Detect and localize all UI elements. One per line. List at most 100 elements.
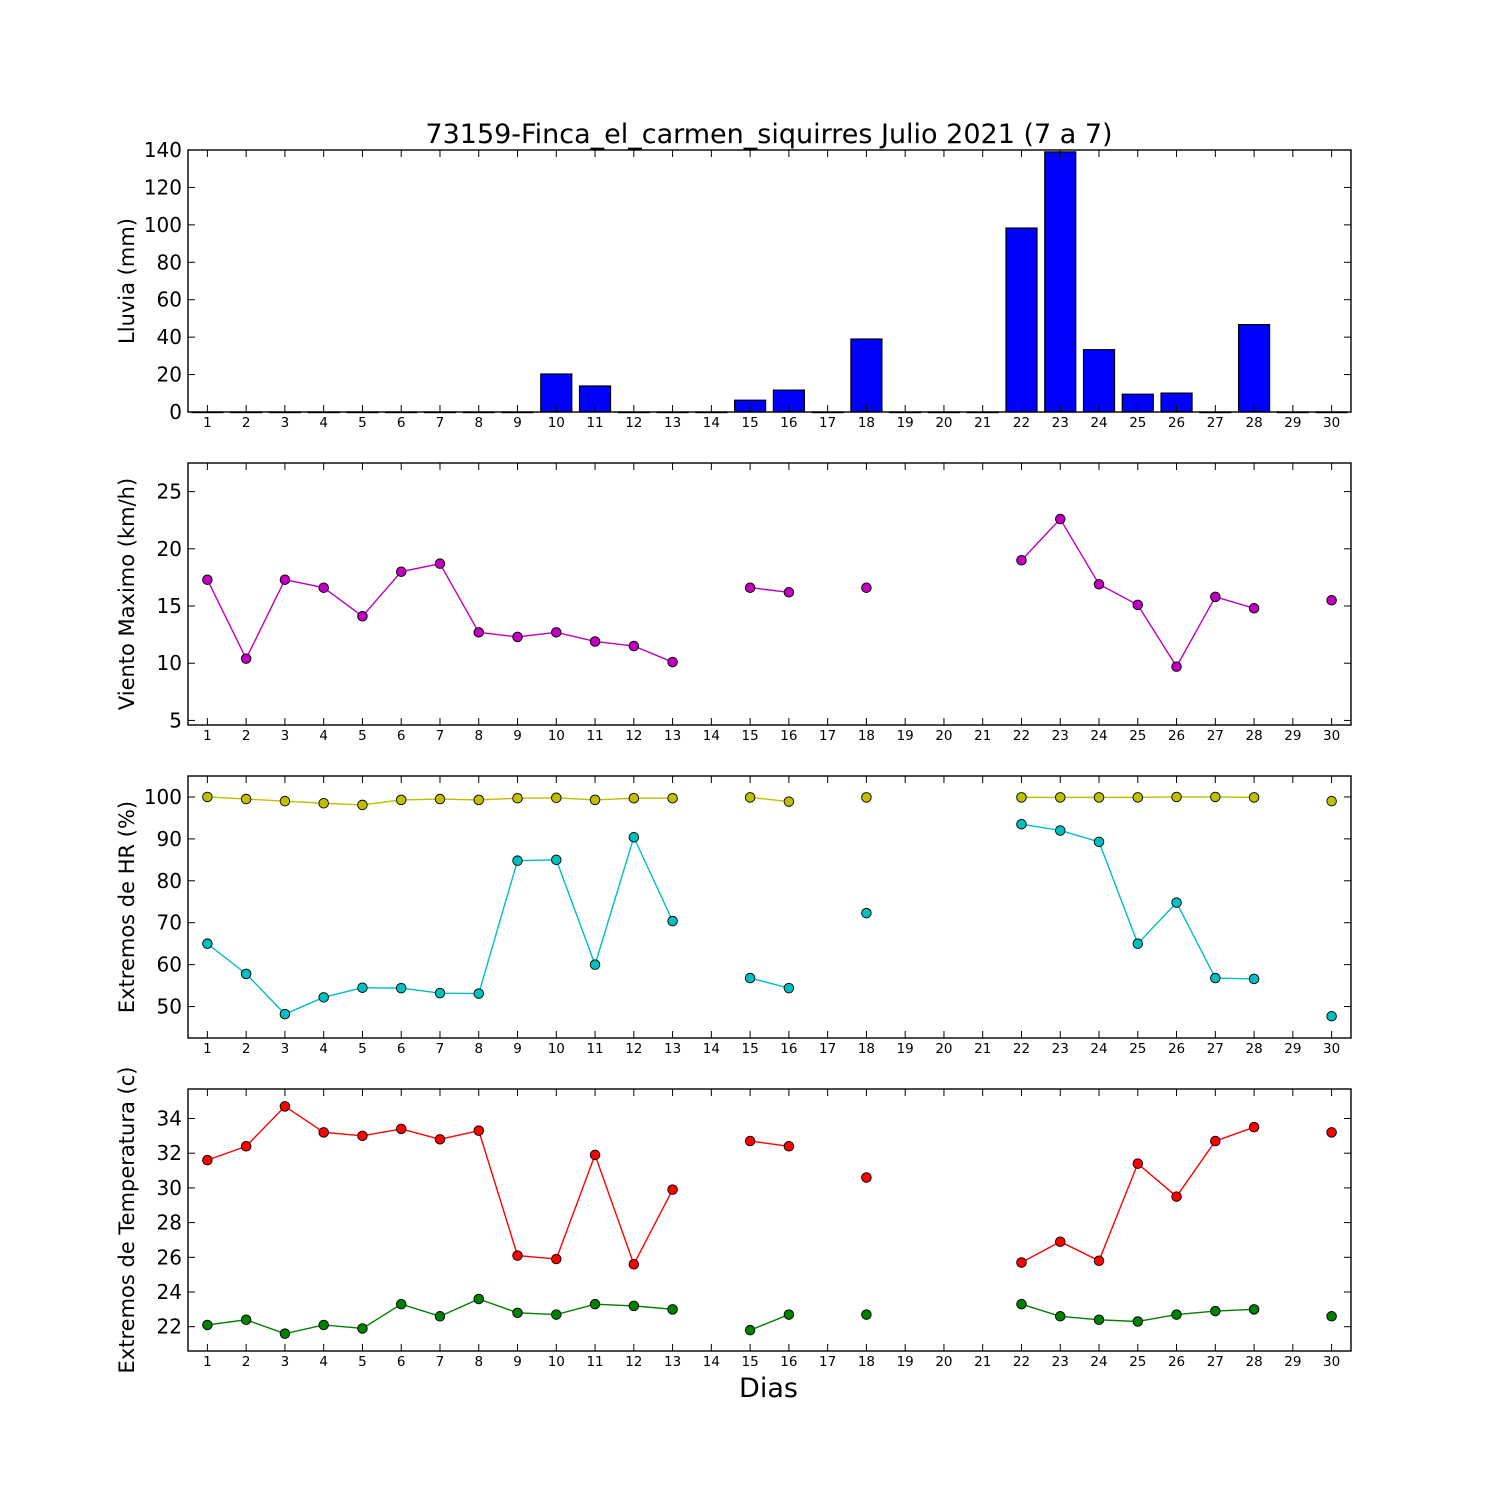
wind-ytick-label: 25 — [157, 480, 182, 504]
rain-xtick-label: 23 — [1052, 415, 1069, 431]
temperature-xtick-label: 5 — [358, 1354, 367, 1370]
temperature-xtick-label: 10 — [548, 1354, 565, 1370]
humidity-series-1-point-day-15 — [745, 793, 755, 803]
temperature-series-1-point-day-15 — [745, 1136, 755, 1146]
temperature-series-1-line-2 — [750, 1141, 789, 1146]
humidity-series-2-point-day-3 — [280, 1009, 290, 1019]
rain-xtick-label: 2 — [242, 415, 251, 431]
wind-series-1-point-day-7 — [435, 559, 445, 569]
temperature-xtick-label: 17 — [819, 1354, 836, 1370]
wind-ytick-label: 5 — [169, 708, 182, 732]
temperature-xtick-label: 3 — [281, 1354, 290, 1370]
humidity-series-1-point-day-3 — [280, 796, 290, 806]
wind-xtick-label: 12 — [625, 728, 642, 744]
rain-xtick-label: 16 — [780, 415, 797, 431]
temperature-series-1-point-day-26 — [1172, 1192, 1182, 1202]
wind-series-1-line-1 — [207, 564, 672, 662]
temperature-xtick-label: 15 — [742, 1354, 759, 1370]
humidity-xtick-label: 23 — [1052, 1041, 1069, 1057]
wind-xtick-label: 18 — [858, 728, 875, 744]
temperature-ytick-label: 32 — [157, 1141, 182, 1165]
humidity-series-1-point-day-28 — [1249, 793, 1259, 803]
wind-xtick-label: 3 — [281, 728, 290, 744]
rain-xtick-label: 12 — [625, 415, 642, 431]
temperature-series-2-point-day-28 — [1249, 1305, 1259, 1315]
wind-series-1-point-day-27 — [1211, 592, 1221, 602]
humidity-series-1-point-day-30 — [1327, 796, 1337, 806]
temperature-xtick-label: 22 — [1013, 1354, 1030, 1370]
humidity-series-2-point-day-27 — [1211, 973, 1221, 983]
temperature-xtick-label: 18 — [858, 1354, 875, 1370]
humidity-series-1-point-day-12 — [629, 793, 639, 803]
humidity-xtick-label: 1 — [203, 1041, 212, 1057]
humidity-series-2-point-day-5 — [358, 983, 368, 993]
temperature-series-1-point-day-13 — [668, 1185, 678, 1195]
temperature-series-2-point-day-12 — [629, 1301, 639, 1311]
wind-xtick-label: 4 — [319, 728, 328, 744]
temperature-series-2-line-2 — [750, 1315, 789, 1331]
wind-xtick-label: 19 — [897, 728, 914, 744]
rain-ytick-label: 100 — [144, 213, 182, 237]
humidity-series-2-line-4 — [1021, 824, 1254, 979]
temperature-xlabel: Dias — [739, 1373, 798, 1404]
rain-xtick-label: 22 — [1013, 415, 1030, 431]
rain-bar-day-18 — [851, 339, 882, 412]
wind-series-1-point-day-8 — [474, 628, 484, 638]
temperature-series-2-point-day-1 — [203, 1320, 213, 1330]
temperature-series-1-line-1 — [207, 1106, 672, 1264]
humidity-series-1-line-2 — [750, 797, 789, 801]
rain-xtick-label: 26 — [1168, 415, 1185, 431]
temperature-series-2-point-day-4 — [319, 1320, 329, 1330]
rain-bar-day-24 — [1084, 350, 1115, 412]
temperature-xtick-label: 1 — [203, 1354, 212, 1370]
temperature-series-1-point-day-28 — [1249, 1122, 1259, 1132]
humidity-xtick-label: 27 — [1207, 1041, 1224, 1057]
wind-series-1-point-day-5 — [358, 612, 368, 622]
temperature-xtick-label: 24 — [1090, 1354, 1107, 1370]
temperature-series-2-point-day-16 — [784, 1310, 794, 1320]
humidity-series-2-point-day-11 — [590, 960, 600, 970]
rain-xtick-label: 9 — [513, 415, 522, 431]
temperature-series-1-point-day-6 — [396, 1124, 406, 1134]
temperature-series-1-point-day-30 — [1327, 1128, 1337, 1138]
rain-xtick-label: 15 — [742, 415, 759, 431]
rain-xtick-label: 6 — [397, 415, 406, 431]
temperature-xtick-label: 14 — [703, 1354, 720, 1370]
wind-series-1-point-day-16 — [784, 587, 794, 597]
temperature-series-1-point-day-27 — [1211, 1136, 1221, 1146]
humidity-series-1-point-day-25 — [1133, 793, 1143, 803]
wind-axes-frame — [188, 463, 1351, 725]
humidity-xtick-label: 10 — [548, 1041, 565, 1057]
temperature-series-1-point-day-1 — [203, 1155, 213, 1165]
humidity-ytick-label: 60 — [157, 953, 182, 977]
temperature-series-1-point-day-25 — [1133, 1159, 1143, 1169]
rain-xtick-label: 11 — [586, 415, 603, 431]
humidity-ytick-label: 90 — [157, 827, 182, 851]
humidity-xtick-label: 5 — [358, 1041, 367, 1057]
temperature-series-1-point-day-7 — [435, 1135, 445, 1145]
humidity-xtick-label: 17 — [819, 1041, 836, 1057]
humidity-series-1-point-day-8 — [474, 795, 484, 805]
rain-xtick-label: 19 — [897, 415, 914, 431]
wind-xtick-label: 17 — [819, 728, 836, 744]
temperature-ytick-label: 30 — [157, 1176, 182, 1200]
humidity-series-1-point-day-11 — [590, 795, 600, 805]
temperature-series-1-point-day-5 — [358, 1131, 368, 1141]
rain-ytick-label: 0 — [169, 400, 182, 424]
wind-series-1-point-day-23 — [1055, 514, 1065, 524]
wind-series-1-line-2 — [750, 588, 789, 593]
rain-xtick-label: 30 — [1323, 415, 1340, 431]
wind-xtick-label: 29 — [1284, 728, 1301, 744]
humidity-series-2-point-day-6 — [396, 983, 406, 993]
humidity-xtick-label: 11 — [586, 1041, 603, 1057]
temperature-series-2-point-day-23 — [1055, 1311, 1065, 1321]
wind-xtick-label: 21 — [974, 728, 991, 744]
rain-xtick-label: 1 — [203, 415, 212, 431]
rain-ytick-label: 20 — [157, 363, 182, 387]
temperature-series-1-point-day-2 — [241, 1141, 251, 1151]
temperature-series-2-point-day-25 — [1133, 1317, 1143, 1327]
humidity-xtick-label: 3 — [281, 1041, 290, 1057]
temperature-xtick-label: 12 — [625, 1354, 642, 1370]
